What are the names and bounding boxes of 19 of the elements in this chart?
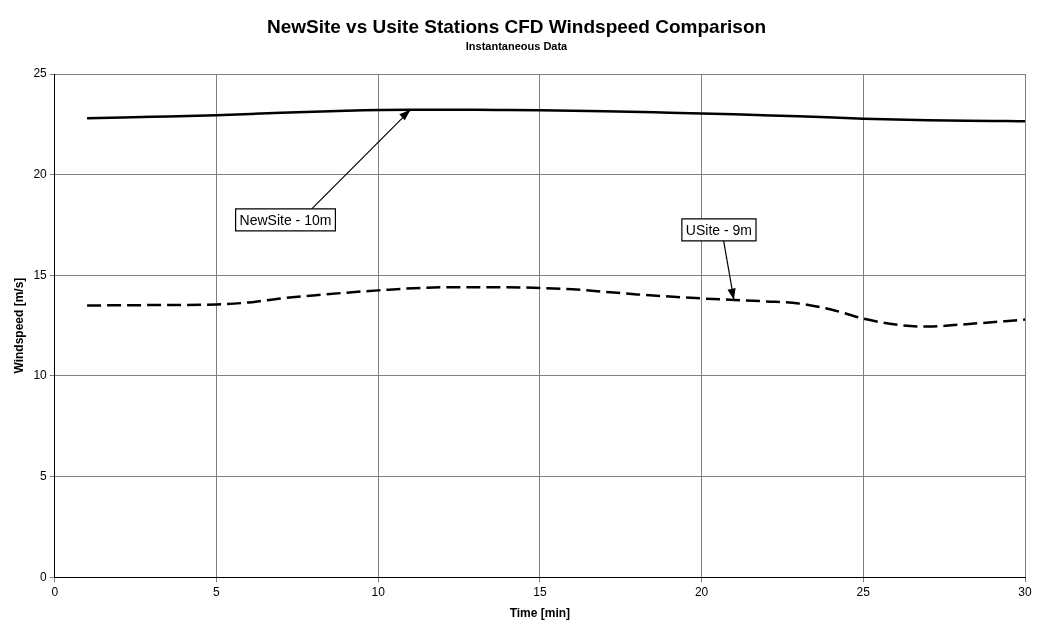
- y-axis-title: Windspeed [m/s]: [11, 277, 26, 374]
- x-axis-title: Time [min]: [509, 606, 571, 621]
- y-tick-label: 15: [33, 267, 48, 282]
- annotation: NewSite - 10m: [239, 211, 332, 228]
- y-tick-label: 5: [40, 468, 48, 483]
- y-tick-label: 20: [33, 166, 48, 181]
- annotation: USite - 9m: [685, 221, 752, 238]
- y-tick-label: 0: [40, 569, 48, 584]
- x-tick-label: 10: [371, 584, 386, 599]
- chart-title: NewSite vs Usite Stations CFD Windspeed Comparison: [266, 15, 767, 37]
- x-tick-label: 15: [533, 584, 547, 599]
- x-tick-label: 25: [856, 584, 871, 599]
- x-tick-label: 5: [213, 584, 221, 599]
- x-tick-label: 30: [1018, 584, 1032, 599]
- x-tick-label: 20: [694, 584, 709, 599]
- chart-subtitle: Instantaneous Data: [465, 40, 569, 53]
- y-tick-label: 25: [33, 66, 48, 81]
- y-tick-label: 10: [33, 368, 48, 383]
- x-tick-label: 0: [51, 584, 59, 599]
